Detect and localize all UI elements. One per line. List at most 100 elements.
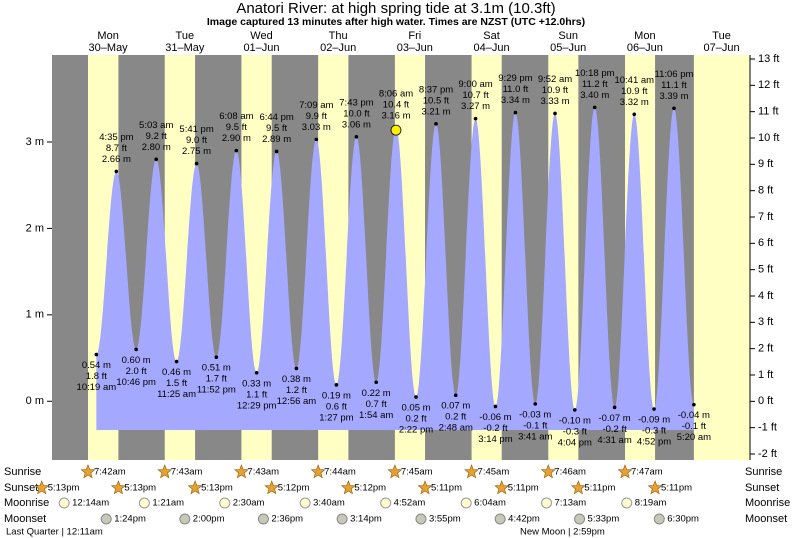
extreme-point: [434, 122, 438, 126]
extreme-label: 0.2 ft: [405, 413, 426, 424]
moon-icon: [574, 513, 586, 525]
chart-subtitle: Image captured 13 minutes after high wat…: [207, 16, 585, 28]
extreme-point: [692, 402, 696, 407]
extreme-label: 9.9 ft: [306, 111, 327, 122]
sun-icon: [387, 464, 403, 479]
extreme-time: 1:27 pm: [319, 412, 353, 423]
extreme-label: 3.27 m: [461, 101, 490, 112]
moon-icon: [415, 513, 427, 525]
extreme-label: 3.21 m: [421, 106, 450, 117]
sun-icon: [464, 464, 480, 479]
extreme-label: 0.07 m: [441, 401, 470, 412]
sunrise-time: 7:46am: [554, 467, 586, 478]
moon-icon: [58, 497, 70, 509]
extreme-label: 0.38 m: [282, 374, 311, 385]
extreme-label: 0.19 m: [322, 390, 351, 401]
extreme-time: 4:31 am: [597, 435, 631, 446]
sunset-time: 5:11pm: [584, 483, 615, 494]
extreme-point: [114, 169, 119, 174]
y2-tick-label: -1 ft: [758, 422, 777, 434]
moon-icon: [179, 513, 191, 525]
extreme-time: 5:03 am: [139, 120, 173, 131]
extreme-point: [592, 105, 597, 110]
moon-icon: [138, 497, 150, 509]
y2-tick-label: 8 ft: [758, 185, 773, 197]
y2-tick-label: 12 ft: [758, 79, 779, 91]
y2-tick-label: 9 ft: [758, 158, 773, 170]
extreme-label: 9.0 ft: [186, 135, 207, 146]
row-label: Sunrise: [745, 466, 782, 478]
extreme-label: -0.03 m: [519, 409, 551, 420]
day-label: Mon: [634, 30, 655, 42]
row-label: Sunrise: [4, 466, 41, 478]
sunset-time: 5:11pm: [508, 483, 539, 494]
extreme-label: 0.7 ft: [366, 399, 387, 410]
y-tick-label: 2 m: [26, 222, 44, 234]
moon-icon: [336, 513, 348, 525]
extreme-point: [214, 355, 219, 359]
extreme-label: 9.5 ft: [266, 123, 287, 134]
extreme-time: 4:52 pm: [637, 437, 671, 448]
extreme-point: [354, 134, 359, 139]
night-band: [52, 55, 89, 460]
extreme-label: -0.04 m: [678, 410, 710, 421]
sun-icon: [264, 480, 280, 495]
extreme-label: 0.2 ft: [445, 412, 466, 423]
date-label: 01–Jun: [243, 42, 279, 54]
y2-tick-label: 4 ft: [758, 290, 773, 302]
moon-icon: [494, 513, 506, 525]
moon-phase: Last Quarter | 12:11am: [6, 527, 103, 538]
extreme-point: [632, 112, 637, 117]
y-tick-label: 3 m: [26, 136, 44, 148]
extreme-time: 9:29 pm: [498, 73, 532, 84]
sunrise-time: 7:42am: [94, 467, 126, 478]
tide-area: [96, 107, 694, 431]
extreme-label: 0.33 m: [242, 378, 271, 389]
extreme-point: [94, 352, 99, 357]
extreme-point: [473, 116, 478, 121]
moonrise-time: 6:04am: [474, 498, 506, 509]
y2-tick-label: 13 ft: [758, 53, 779, 65]
row-label: Sunset: [745, 482, 779, 494]
y2-tick-label: 5 ft: [758, 264, 773, 276]
extreme-label: -0.1 ft: [523, 420, 548, 431]
moon-icon: [100, 513, 112, 525]
day-label: Mon: [97, 30, 118, 42]
extreme-label: 2.66 m: [102, 154, 131, 165]
extreme-label: 2.0 ft: [126, 366, 147, 377]
date-label: 07–Jun: [704, 42, 740, 54]
extreme-time: 10:18 pm: [575, 68, 615, 79]
extreme-time: 8:06 am: [379, 89, 413, 100]
extreme-time: 5:20 am: [677, 432, 711, 443]
extreme-point: [174, 359, 179, 364]
extreme-label: 3.06 m: [342, 119, 371, 130]
sunrise-time: 7:43am: [247, 467, 279, 478]
extreme-time: 4:35 pm: [99, 132, 133, 143]
extreme-point: [294, 366, 299, 371]
moonrise-time: 1:21am: [152, 498, 184, 509]
sun-icon: [34, 480, 50, 495]
day-label: Thu: [329, 30, 348, 42]
sun-icon: [417, 480, 433, 495]
moonrise-time: 8:19am: [635, 498, 667, 509]
extreme-label: 3.03 m: [302, 122, 331, 133]
extreme-time: 9:00 am: [458, 79, 492, 90]
extreme-point: [672, 106, 676, 111]
sunrise-time: 7:47am: [631, 467, 663, 478]
date-label: 02–Jun: [320, 42, 356, 54]
date-label: 06–Jun: [627, 42, 663, 54]
extreme-label: 0.54 m: [82, 360, 111, 371]
date-label: 03–Jun: [397, 42, 433, 54]
extreme-label: -0.1 ft: [682, 421, 707, 432]
sun-icon: [494, 480, 510, 495]
sun-icon: [540, 464, 556, 479]
extreme-point: [533, 402, 538, 406]
extreme-time: 6:08 am: [219, 111, 253, 122]
moonset-time: 1:24pm: [114, 514, 146, 525]
extreme-time: 2:22 pm: [399, 424, 433, 435]
moonset-time: 3:55pm: [429, 514, 461, 525]
extreme-time: 7:43 pm: [339, 97, 373, 108]
moon-icon: [541, 497, 553, 509]
y-tick-label: 1 m: [26, 309, 44, 321]
row-label: Sunset: [4, 482, 38, 494]
